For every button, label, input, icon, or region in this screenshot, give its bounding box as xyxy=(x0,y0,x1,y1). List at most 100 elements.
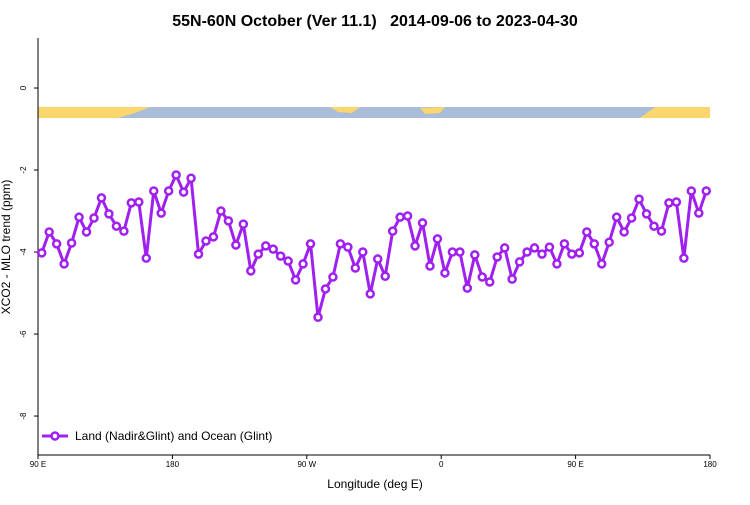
data-point xyxy=(589,239,600,249)
legend-marker xyxy=(50,431,60,441)
data-point xyxy=(477,272,488,282)
data-point xyxy=(193,249,204,259)
data-point xyxy=(619,227,629,237)
data-point xyxy=(537,249,547,259)
data-point xyxy=(223,216,234,226)
x-axis-label: Longitude (deg E) xyxy=(327,477,422,491)
data-point xyxy=(402,211,413,221)
data-point xyxy=(126,198,137,208)
data-point xyxy=(298,259,308,269)
y-tick-label: 0 xyxy=(19,85,28,90)
data-point xyxy=(328,272,338,282)
data-point xyxy=(462,283,473,293)
data-point xyxy=(387,226,398,236)
data-point xyxy=(253,249,264,259)
data-point xyxy=(208,232,219,242)
data-point xyxy=(686,186,697,196)
data-point xyxy=(89,213,99,223)
data-point xyxy=(455,247,465,257)
data-point xyxy=(596,259,607,269)
x-tick-label: 90 E xyxy=(30,460,46,469)
data-point xyxy=(380,271,390,281)
data-point xyxy=(96,193,107,203)
data-point xyxy=(238,219,249,229)
data-point xyxy=(641,209,652,219)
map-strip xyxy=(38,107,710,118)
data-point xyxy=(186,173,196,183)
data-point xyxy=(335,239,346,249)
data-point xyxy=(305,239,316,249)
x-tick-label: 90 E xyxy=(567,460,583,469)
data-point xyxy=(432,234,443,244)
x-tick-label: 90 W xyxy=(297,460,316,469)
data-point xyxy=(111,221,122,231)
data-point xyxy=(66,238,77,248)
data-point xyxy=(290,275,301,285)
data-point xyxy=(201,236,211,246)
data-point xyxy=(81,227,92,237)
legend-label: Land (Nadir&Glint) and Ocean (Glint) xyxy=(75,429,272,443)
data-point xyxy=(372,254,383,264)
x-tick-label: 180 xyxy=(166,460,180,469)
data-point xyxy=(275,251,286,261)
data-point xyxy=(634,194,644,204)
data-point xyxy=(499,243,510,253)
data-point xyxy=(313,312,323,322)
data-point xyxy=(522,247,532,257)
data-point xyxy=(417,218,428,228)
data-point xyxy=(447,247,458,257)
data-point xyxy=(148,186,159,196)
data-point xyxy=(626,213,637,223)
data-point xyxy=(156,208,166,218)
data-point xyxy=(51,239,62,249)
data-point xyxy=(604,237,614,247)
data-point xyxy=(104,209,114,219)
data-point xyxy=(492,252,502,262)
data-point xyxy=(552,259,562,269)
data-point xyxy=(141,253,152,263)
data-point xyxy=(701,186,712,196)
data-point xyxy=(664,198,674,208)
data-point xyxy=(470,250,480,260)
data-point xyxy=(343,242,353,252)
data-point xyxy=(283,256,293,266)
data-point xyxy=(163,186,174,196)
data-point xyxy=(178,187,189,197)
data-point xyxy=(365,289,376,299)
y-tick-label: -2 xyxy=(19,166,28,174)
data-point xyxy=(440,268,450,278)
data-point xyxy=(671,197,682,207)
data-point xyxy=(171,170,181,180)
data-point xyxy=(410,241,420,251)
data-point xyxy=(582,227,592,237)
data-point xyxy=(567,249,577,259)
data-point xyxy=(231,240,241,250)
data-point xyxy=(320,284,331,294)
data-point xyxy=(246,266,256,276)
data-point xyxy=(484,277,495,287)
data-point xyxy=(350,263,361,273)
data-point xyxy=(36,248,47,258)
data-point xyxy=(611,212,622,222)
y-tick-label: -6 xyxy=(19,330,28,338)
data-point xyxy=(514,257,525,267)
data-point xyxy=(679,253,689,263)
data-point xyxy=(44,227,54,237)
data-point xyxy=(559,239,570,249)
chart-title: 55N-60N October (Ver 11.1) 2014-09-06 to… xyxy=(172,13,578,30)
y-tick-label: -4 xyxy=(19,248,28,256)
data-point xyxy=(656,226,667,236)
data-point xyxy=(425,261,435,271)
data-point xyxy=(268,244,278,254)
data-point xyxy=(358,247,368,257)
data-point xyxy=(74,212,84,222)
data-point xyxy=(694,208,704,218)
data-point xyxy=(216,206,226,216)
data-point xyxy=(59,259,69,269)
data-point xyxy=(649,221,659,231)
data-point xyxy=(395,212,405,222)
x-tick-label: 180 xyxy=(703,460,717,469)
data-point xyxy=(507,274,517,284)
data-point xyxy=(574,248,585,258)
